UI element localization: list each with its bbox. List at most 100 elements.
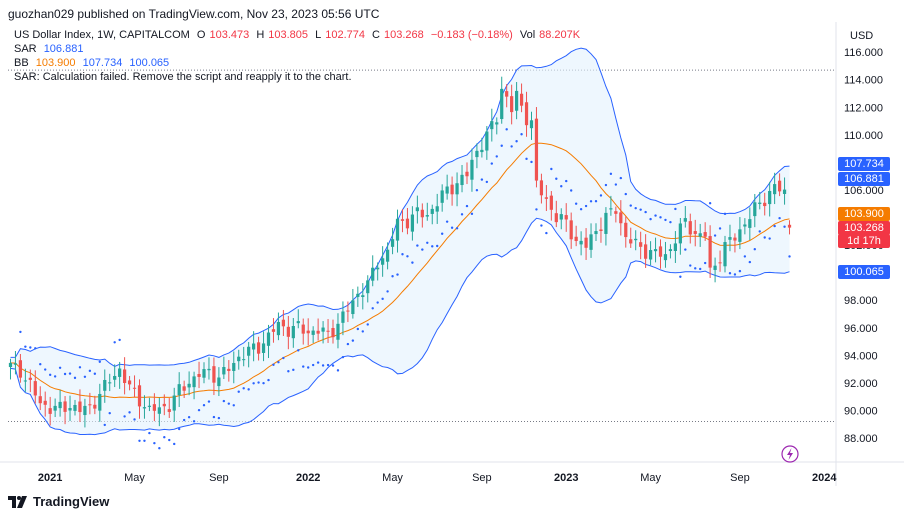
legend-sar-row[interactable]: SAR 106.881 (14, 43, 87, 55)
candle-body (718, 262, 722, 264)
sar-dot (455, 227, 459, 230)
candle-body (609, 208, 613, 210)
sar-dot (177, 427, 181, 431)
candle-body (544, 197, 548, 199)
candle-body (589, 234, 593, 250)
price-tag-bb-lower: 100.065 (838, 265, 890, 279)
candle-body (395, 218, 400, 241)
sar-dot (718, 227, 722, 230)
candle-body (132, 387, 137, 389)
sar-dot (257, 381, 260, 384)
sar-dot (118, 338, 121, 342)
sar-dot (212, 415, 216, 419)
candle-body (624, 222, 628, 238)
candle-body (326, 330, 330, 332)
sar-dot (703, 261, 707, 265)
candle-body (579, 240, 583, 245)
x-tick-label: May (124, 472, 145, 484)
candle-body (435, 206, 439, 212)
candle-body (569, 220, 573, 240)
sar-dot (555, 177, 558, 180)
sar-dot (381, 297, 384, 301)
sar-dot (421, 248, 424, 251)
x-tick-label: May (640, 472, 661, 484)
candle-body (495, 122, 499, 125)
candle-body (534, 118, 539, 181)
legend-low: 102.774 (325, 29, 365, 41)
x-tick-label: 2024 (812, 472, 837, 484)
sar-dot (649, 217, 652, 221)
sar-dot (287, 370, 290, 373)
sar-dot (24, 345, 27, 348)
candle-body (782, 189, 787, 194)
sar-dot (535, 208, 538, 211)
candle-body (286, 326, 290, 337)
candle-body (18, 360, 23, 378)
sar-dot (480, 178, 484, 181)
candle-body (291, 326, 295, 339)
legend-symbol[interactable]: US Dollar Index, 1W, CAPITALCOM (14, 29, 190, 41)
sar-dot (68, 372, 72, 375)
tradingview-brand[interactable]: TradingView (8, 494, 109, 509)
sar-dot (128, 411, 131, 414)
sar-dot (207, 400, 211, 403)
sar-dot (659, 216, 662, 219)
sar-dot (574, 202, 578, 205)
sar-dot (411, 261, 414, 264)
tradingview-logo-icon (8, 495, 27, 508)
candle-body (177, 384, 181, 396)
candle-body (723, 242, 727, 267)
sar-dot (316, 361, 320, 364)
sar-dot (604, 183, 608, 187)
legend-change: −0.183 (−0.18%) (430, 29, 513, 41)
candle-body (108, 382, 112, 384)
candle-body (103, 379, 107, 391)
candle-body (559, 214, 563, 220)
candle-body (167, 409, 171, 412)
candle-body (152, 404, 156, 411)
sar-dot (331, 364, 335, 367)
candle-body (480, 149, 484, 153)
candle-body (68, 408, 72, 411)
sar-dot (222, 399, 226, 403)
legend-ohlc: O 103.473 H 103.805 L 102.774 C 103.268 −0.1… (196, 29, 581, 41)
sar-dot (202, 404, 206, 407)
sar-dot (708, 202, 712, 205)
candle-body (381, 258, 385, 265)
sar-dot (401, 253, 404, 256)
sar-dot (386, 290, 389, 293)
candle-body (366, 280, 370, 294)
sar-dot (540, 224, 543, 227)
candle-body (182, 386, 186, 391)
candle-body (361, 295, 365, 298)
x-tick-label: 2023 (554, 472, 578, 484)
sar-dot (282, 356, 285, 360)
sar-dot (163, 435, 166, 439)
candle-body (420, 209, 424, 218)
currency-label: USD (850, 30, 874, 42)
candle-body (252, 343, 256, 350)
legend-bb-row[interactable]: BB 103.900 107.734 100.065 (14, 57, 173, 69)
x-tick-label: 2021 (38, 472, 62, 484)
sar-dot (579, 208, 583, 211)
candle-body (708, 236, 712, 268)
candle-body (758, 202, 762, 204)
candle-body (743, 224, 747, 227)
candle-body (475, 150, 479, 158)
y-tick-label: 98.000 (844, 295, 878, 307)
sar-dot (302, 365, 305, 368)
y-tick-label: 116.000 (844, 47, 883, 59)
sar-dot (594, 199, 598, 203)
sar-dot (773, 224, 776, 228)
sar-dot (133, 418, 136, 421)
candle-body (748, 219, 752, 228)
candle-body (529, 120, 534, 129)
sar-error-message: SAR: Calculation failed. Remove the scri… (14, 71, 352, 83)
sar-dot (589, 200, 593, 203)
candle-body (113, 375, 117, 380)
candle-body (227, 368, 231, 371)
candle-body (738, 229, 742, 242)
sar-dot (520, 133, 523, 136)
sar-dot (153, 441, 156, 445)
